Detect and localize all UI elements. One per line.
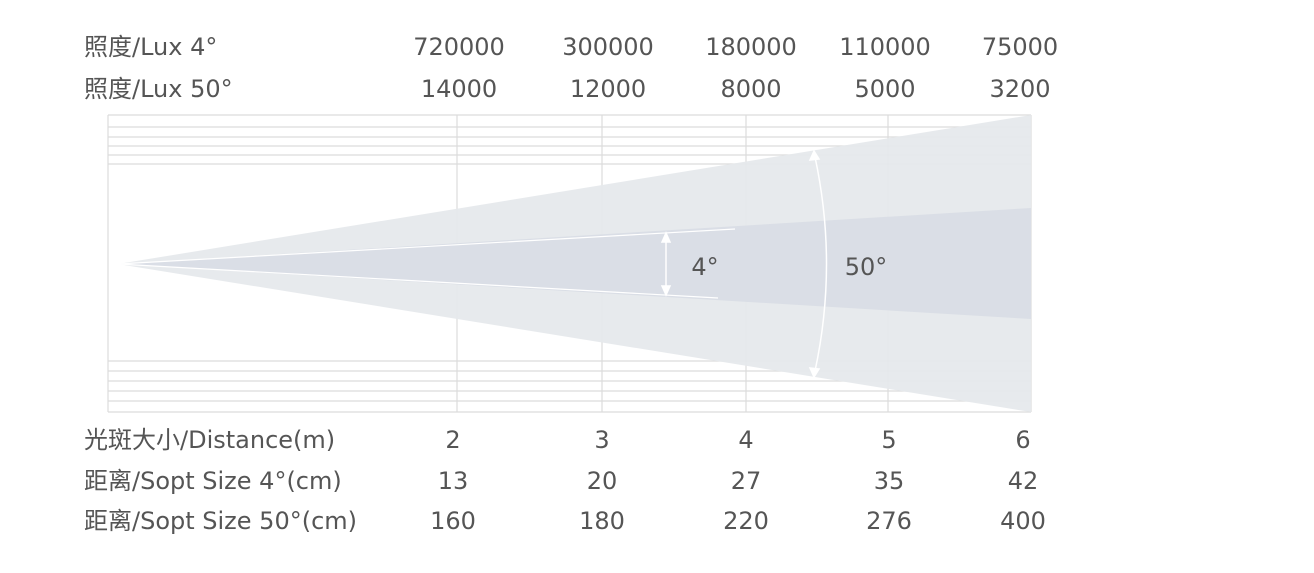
row-value: 13 [438, 467, 469, 495]
angle-arrow-50 [808, 149, 828, 379]
row-value: 300000 [562, 33, 654, 61]
row-label: 距离/Sopt Size 50°(cm) [84, 507, 357, 535]
row-value: 14000 [421, 75, 497, 103]
beam-edge [117, 228, 736, 265]
beam-label: 4° [691, 253, 718, 281]
row-value: 220 [723, 507, 769, 535]
row-value: 12000 [570, 75, 646, 103]
row-value: 2 [445, 426, 460, 454]
row-label: 距离/Sopt Size 4°(cm) [84, 467, 342, 495]
row-value: 20 [587, 467, 618, 495]
row-value: 75000 [982, 33, 1058, 61]
angle-arrow-4 [660, 231, 672, 297]
row-value: 3200 [989, 75, 1050, 103]
row-value: 42 [1008, 467, 1039, 495]
row-label: 照度/Lux 4° [84, 33, 217, 61]
row-value: 3 [594, 426, 609, 454]
row-value: 8000 [720, 75, 781, 103]
row-label: 照度/Lux 50° [84, 75, 233, 103]
row-value: 400 [1000, 507, 1046, 535]
row-value: 180 [579, 507, 625, 535]
row-value: 27 [731, 467, 762, 495]
beam-edge [117, 263, 719, 299]
row-label: 光斑大小/Distance(m) [84, 426, 335, 454]
row-value: 5000 [854, 75, 915, 103]
row-value: 180000 [705, 33, 797, 61]
row-value: 4 [738, 426, 753, 454]
row-value: 160 [430, 507, 476, 535]
row-value: 720000 [413, 33, 505, 61]
row-value: 35 [874, 467, 905, 495]
beam-4 [118, 208, 1031, 319]
row-value: 5 [881, 426, 896, 454]
row-value: 6 [1015, 426, 1030, 454]
beam-label: 50° [845, 253, 888, 281]
row-value: 110000 [839, 33, 931, 61]
row-value: 276 [866, 507, 912, 535]
